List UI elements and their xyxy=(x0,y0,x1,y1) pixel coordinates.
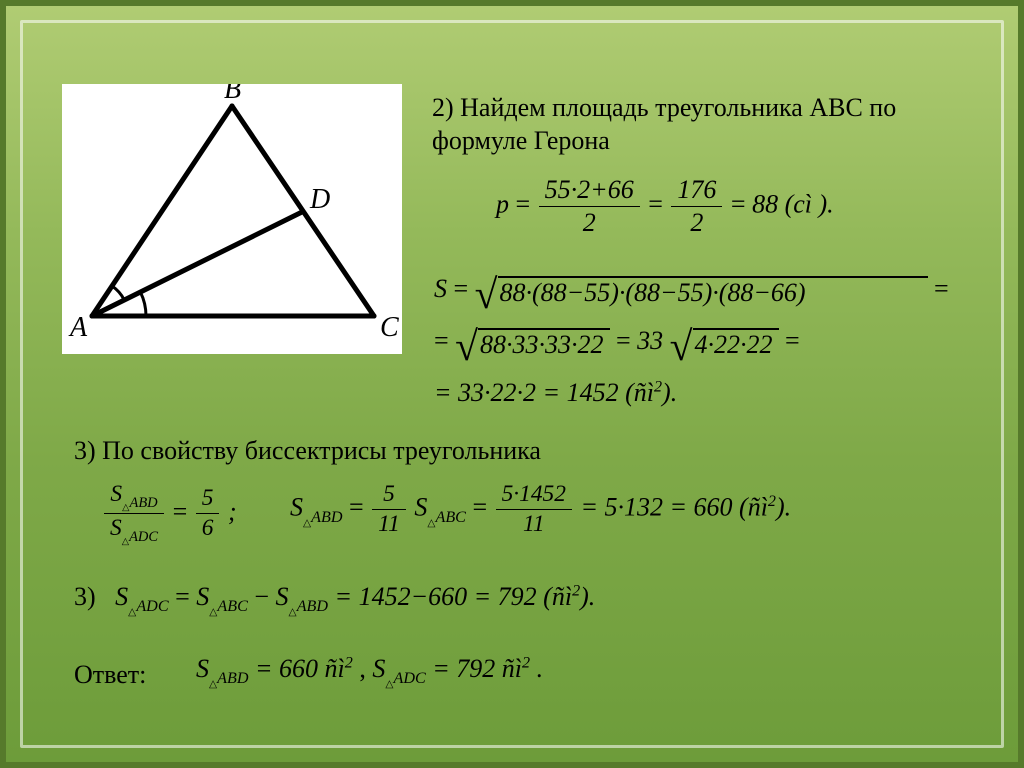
formula-bisector-ratio: S△ABD S△ADC = 5 6 ; xyxy=(102,482,237,546)
ans-sup2: 2 xyxy=(522,654,530,671)
r-num-s: S xyxy=(110,481,122,507)
s-radicand1: 88·(88−55)·(88−55)·(88−66) xyxy=(498,276,928,306)
sabd-eq: = 5·132 = 660 xyxy=(580,493,732,522)
p-den1: 2 xyxy=(539,209,640,237)
r-den-sub: ADC xyxy=(129,529,158,545)
p-den2: 2 xyxy=(671,209,722,237)
p-lhs: p xyxy=(496,190,509,219)
r-semi: ; xyxy=(228,497,237,526)
formula-sadc: 3) S△ADC = S△ABC − S△ABD = 1452−660 = 79… xyxy=(74,582,595,616)
sabd-lsub: ABD xyxy=(311,509,342,526)
s-expr3: = 33·22·2 = 1452 xyxy=(434,378,619,407)
s-rad-b: 4·22·22 xyxy=(693,328,779,358)
svg-text:B: B xyxy=(224,84,241,105)
ans-s1sub: ABD xyxy=(217,670,248,687)
ans-s2val: = 792 xyxy=(432,654,495,683)
ans-s1val: = 660 xyxy=(255,654,318,683)
sabd-cn: 5·1452 xyxy=(496,482,572,507)
s-unit3: (ñì xyxy=(625,378,654,407)
sabd-tail: ). xyxy=(776,493,791,522)
triangle-figure: A B C D xyxy=(62,84,402,354)
sadc-tail: ). xyxy=(580,582,595,611)
sadc-prefix: 3) xyxy=(74,582,96,611)
sadc-unit: (ñì xyxy=(543,582,572,611)
s-sup3: 2 xyxy=(654,378,662,395)
slide: ABCD 2) Найдем площадь треугольника АВС … xyxy=(0,0,1024,768)
formula-heron-line1: S = √ 88·(88−55)·(88−55)·(88−66) = xyxy=(434,274,949,306)
p-mid: 176 xyxy=(671,176,722,204)
sadc-lsub: ADC xyxy=(136,598,168,615)
answer-label: Ответ: xyxy=(74,660,146,690)
sadc-expr: = 1452−660 = 792 xyxy=(335,582,537,611)
s-tail3: ). xyxy=(662,378,677,407)
ans-s2sub: ADC xyxy=(394,670,426,687)
sadc-r1: ABC xyxy=(217,598,247,615)
formula-heron-line3: = 33·22·2 = 1452 (ñì2). xyxy=(434,378,677,408)
formula-heron-line2: = √ 88·33·33·22 = 33 √ 4·22·22 = xyxy=(434,326,800,358)
sabd-unit: (ñì xyxy=(739,493,768,522)
ans-u1: ñì xyxy=(325,654,345,683)
sabd-sup: 2 xyxy=(768,493,776,510)
sabd-rsub: ABC xyxy=(436,509,466,526)
svg-text:C: C xyxy=(380,312,399,343)
sabd-cd: 11 xyxy=(496,512,572,537)
svg-text:A: A xyxy=(68,312,88,343)
r-rhs-den: 6 xyxy=(196,516,220,541)
triangle-svg: A B C D xyxy=(62,84,402,354)
sadc-sup: 2 xyxy=(572,582,580,599)
formula-semiperimeter: p = 55·2+66 2 = 176 2 = 88 (cì ). xyxy=(496,176,834,237)
p-unit: (cì ). xyxy=(785,190,834,219)
step3-heading: 3) По свойству биссектрисы треугольника xyxy=(74,436,541,466)
ans-tail: . xyxy=(537,654,544,683)
sadc-r2: ABD xyxy=(297,598,328,615)
p-num: 55·2+66 xyxy=(539,176,640,204)
p-result: 88 xyxy=(752,190,778,219)
sabd-md: 11 xyxy=(372,512,406,537)
r-num-sub: ABD xyxy=(129,495,157,511)
s-rad-a: 88·33·33·22 xyxy=(478,328,610,358)
content: ABCD 2) Найдем площадь треугольника АВС … xyxy=(6,6,1018,762)
formula-sabd: S△ABD = 5 11 S△ABC = 5·1452 11 = 5·132 =… xyxy=(290,482,791,538)
r-den-s: S xyxy=(110,515,122,541)
r-rhs-num: 5 xyxy=(196,486,220,511)
ans-u2: ñì xyxy=(502,654,522,683)
s-lhs: S xyxy=(434,274,447,303)
answer-formula: S△ABD = 660 ñì2 , S△ADC = 792 ñì2 . xyxy=(196,654,543,688)
svg-text:D: D xyxy=(309,184,330,215)
sabd-mn: 5 xyxy=(372,482,406,507)
heading-text: 2) Найдем площадь треугольника АВС по фо… xyxy=(432,92,992,157)
s-coef: 33 xyxy=(637,326,663,355)
ans-sup1: 2 xyxy=(345,654,353,671)
